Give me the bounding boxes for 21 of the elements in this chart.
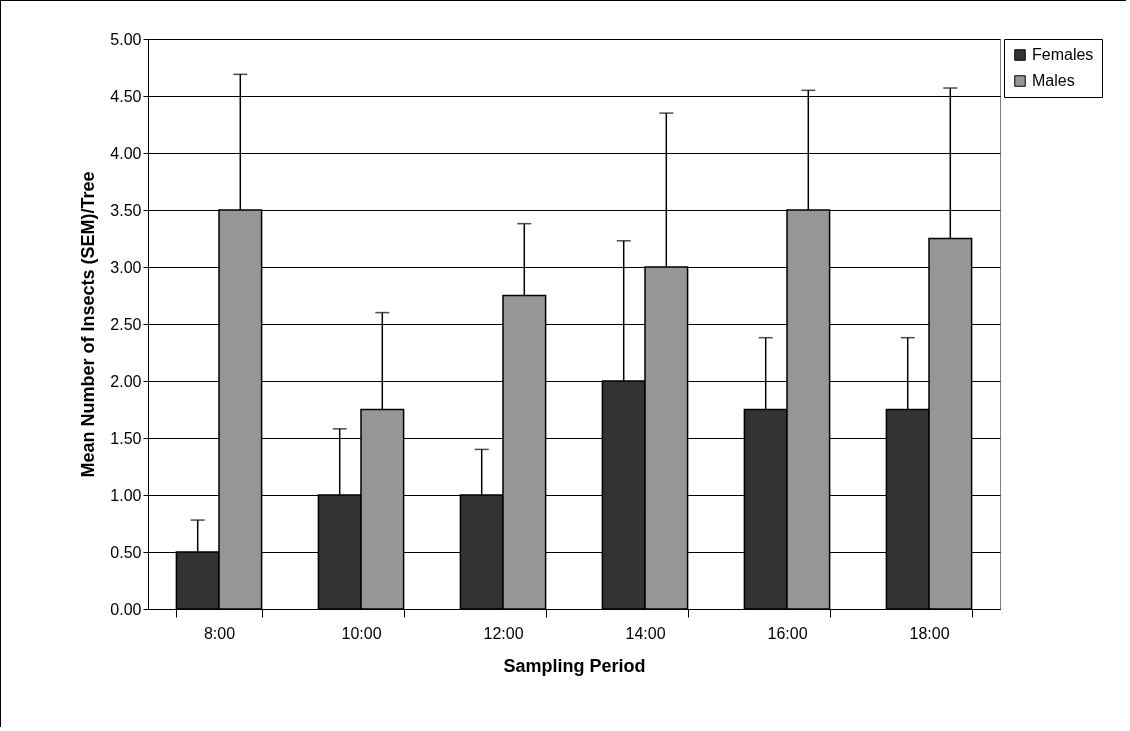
y-tick-label: 3.50 <box>110 201 142 219</box>
y-tick-label: 3.00 <box>110 258 142 276</box>
y-tick-label: 5.00 <box>110 30 142 48</box>
legend-label: Females <box>1032 46 1094 63</box>
y-tick-label: 4.00 <box>110 144 142 162</box>
x-tick-label: 10:00 <box>341 624 382 642</box>
y-tick-label: 0.00 <box>110 600 142 618</box>
x-tick-label: 16:00 <box>767 624 808 642</box>
y-tick-label: 2.00 <box>110 372 142 390</box>
y-axis-title: Mean Number of Insects (SEM)/Tree <box>78 171 99 478</box>
y-tick-label: 2.50 <box>110 315 142 333</box>
y-tick-label: 4.50 <box>110 87 142 105</box>
y-tick-label: 0.50 <box>110 543 142 561</box>
x-tick-label: 12:00 <box>483 624 524 642</box>
legend-label: Males <box>1032 72 1075 89</box>
x-tick-label: 14:00 <box>625 624 666 642</box>
y-tick-label: 1.50 <box>110 429 142 447</box>
x-axis-title: Sampling Period <box>503 655 646 676</box>
y-tick-label: 1.00 <box>110 486 142 504</box>
x-tick-label: 18:00 <box>909 624 950 642</box>
x-tick-label: 8:00 <box>203 624 236 642</box>
